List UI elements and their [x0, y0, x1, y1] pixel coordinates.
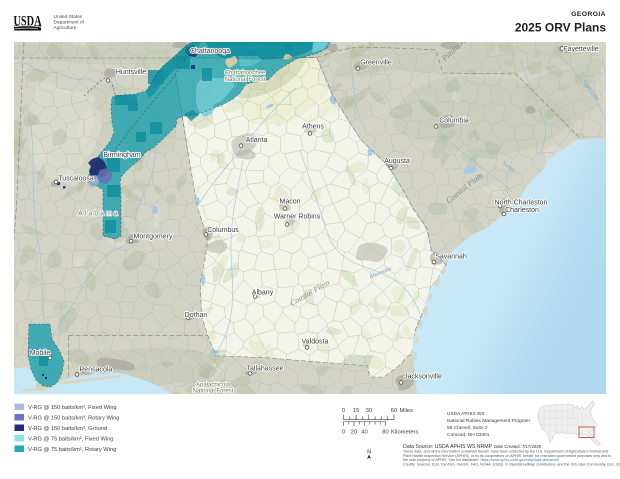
svg-text:Huntsville: Huntsville [116, 69, 146, 76]
svg-text:Agriculture: Agriculture [54, 25, 77, 31]
svg-text:Augusta: Augusta [384, 158, 410, 165]
svg-text:National Rabies Management Pro: National Rabies Management Program [447, 418, 530, 424]
svg-text:Plant Health Inspection Servic: Plant Health Inspection Service (APHIS),… [403, 454, 611, 458]
svg-text:N: N [367, 450, 371, 456]
svg-text:Columbia: Columbia [439, 117, 469, 124]
svg-text:V-RG @ 150 baits/km², Rotary W: V-RG @ 150 baits/km², Rotary Wing [28, 415, 119, 421]
svg-text:V-RG @ 150 baits/km², Fixed Wi: V-RG @ 150 baits/km², Fixed Wing [28, 405, 117, 411]
svg-text:V-RG @ 75 baits/km², Fixed Win: V-RG @ 75 baits/km², Fixed Wing [28, 436, 113, 442]
svg-text:These data, and all the inform: These data, and all the information cont… [403, 450, 608, 454]
svg-text:59 Chenell, Suite 2: 59 Chenell, Suite 2 [447, 425, 488, 431]
svg-text:Macon: Macon [279, 198, 300, 205]
svg-text:the sole property of APHIS. Se: the sole property of APHIS. See full dis… [403, 458, 560, 462]
svg-text:Chattahoochee: Chattahoochee [225, 71, 266, 77]
svg-text:Charleston: Charleston [505, 207, 539, 214]
svg-text:30: 30 [366, 408, 372, 414]
svg-text:Kilometers: Kilometers [391, 430, 418, 436]
svg-text:0: 0 [342, 430, 345, 436]
svg-text:Department of: Department of [54, 20, 85, 26]
svg-text:2025 ORV Plans: 2025 ORV Plans [515, 21, 606, 35]
svg-text:Birmingham: Birmingham [103, 152, 141, 159]
svg-text:Albany: Albany [252, 289, 274, 296]
svg-text:Tallahassee: Tallahassee [247, 365, 284, 372]
svg-text:Pensacola: Pensacola [80, 366, 113, 373]
svg-text:15: 15 [353, 408, 359, 414]
svg-text:Credits: Sources: Esri, TomTom: Credits: Sources: Esri, TomTom, Garmin, … [403, 462, 620, 466]
svg-text:80: 80 [382, 430, 388, 436]
svg-text:United States: United States [54, 14, 83, 20]
svg-text:Valdosta: Valdosta [302, 338, 329, 345]
svg-text:Tuscaloosa: Tuscaloosa [58, 175, 94, 182]
svg-text:Apalachicola: Apalachicola [196, 383, 231, 389]
svg-text:60: 60 [391, 408, 397, 414]
svg-text:GEORGIA: GEORGIA [571, 11, 606, 18]
svg-text:National Forest: National Forest [193, 389, 234, 395]
svg-text:Savannah: Savannah [435, 253, 467, 260]
svg-text:20: 20 [351, 430, 357, 436]
svg-text:Athens: Athens [302, 123, 324, 130]
svg-text:Mobile: Mobile [30, 350, 51, 357]
svg-text:Montgomery: Montgomery [134, 233, 173, 240]
svg-text:National Forest: National Forest [225, 77, 266, 83]
svg-text:Atlanta: Atlanta [246, 137, 268, 144]
svg-text:Fayetteville: Fayetteville [563, 46, 599, 53]
svg-text:Miles: Miles [400, 408, 414, 414]
svg-text:40: 40 [361, 430, 367, 436]
svg-text:0: 0 [342, 408, 345, 414]
svg-text:Data Source: USDA APHIS WS NRM: Data Source: USDA APHIS WS NRMP [403, 444, 493, 450]
svg-text:Greenville: Greenville [360, 59, 392, 66]
svg-text:North Charleston: North Charleston [495, 199, 548, 206]
svg-text:V-RG @ 150 baits/km², Ground: V-RG @ 150 baits/km², Ground [28, 426, 107, 432]
svg-text:Dothan: Dothan [185, 312, 208, 319]
svg-text:V-RG @ 75 baits/km², Rotary Wi: V-RG @ 75 baits/km², Rotary Wing [28, 447, 116, 453]
svg-text:Alabama: Alabama [78, 211, 120, 218]
svg-text:Date Created: 7/17/2025: Date Created: 7/17/2025 [494, 444, 542, 449]
svg-text:Columbus: Columbus [207, 227, 239, 234]
svg-text:Concord, NH 03301: Concord, NH 03301 [447, 432, 490, 438]
svg-text:USDA APHIS WS: USDA APHIS WS [447, 411, 485, 417]
svg-text:Jacksonville: Jacksonville [404, 373, 442, 380]
svg-text:Warner Robins: Warner Robins [274, 213, 321, 220]
svg-text:Chattanooga: Chattanooga [190, 48, 230, 55]
